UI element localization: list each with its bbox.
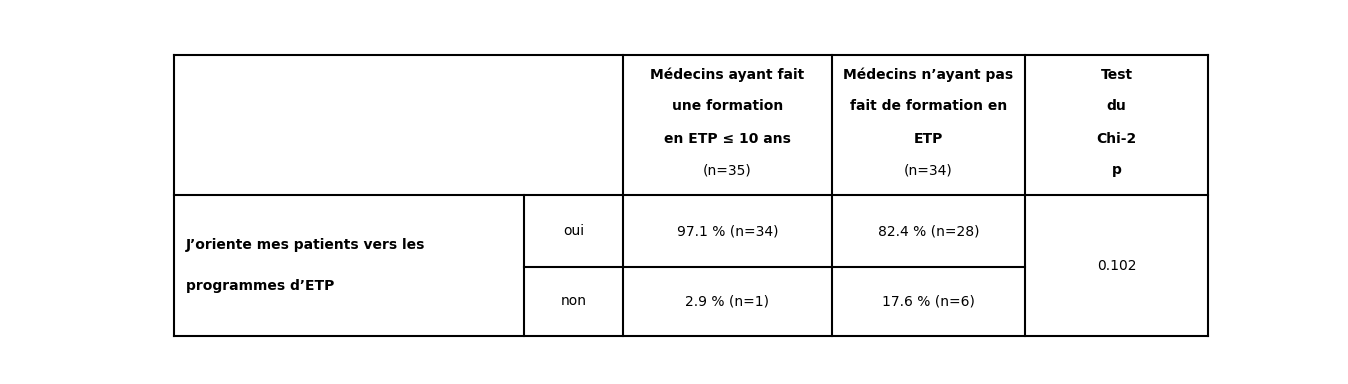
Text: oui: oui bbox=[562, 224, 584, 238]
Text: Médecins n’ayant pas: Médecins n’ayant pas bbox=[844, 67, 1014, 82]
Text: 2.9 % (n=1): 2.9 % (n=1) bbox=[685, 295, 770, 308]
Text: en ETP ≤ 10 ans: en ETP ≤ 10 ans bbox=[665, 132, 791, 146]
Text: 17.6 % (n=6): 17.6 % (n=6) bbox=[882, 295, 975, 308]
Text: 97.1 % (n=34): 97.1 % (n=34) bbox=[677, 224, 778, 238]
Text: 0.102: 0.102 bbox=[1097, 258, 1136, 273]
Text: ETP: ETP bbox=[914, 132, 944, 146]
Text: programmes d’ETP: programmes d’ETP bbox=[186, 279, 334, 293]
Text: une formation: une formation bbox=[671, 99, 783, 113]
Text: Chi-2: Chi-2 bbox=[1096, 132, 1136, 146]
Text: Médecins ayant fait: Médecins ayant fait bbox=[650, 67, 805, 82]
Text: fait de formation en: fait de formation en bbox=[849, 99, 1007, 113]
Text: J’oriente mes patients vers les: J’oriente mes patients vers les bbox=[186, 238, 426, 252]
Text: 82.4 % (n=28): 82.4 % (n=28) bbox=[878, 224, 979, 238]
Text: Test: Test bbox=[1100, 68, 1132, 82]
Text: (n=35): (n=35) bbox=[704, 163, 752, 177]
Text: (n=34): (n=34) bbox=[905, 163, 953, 177]
Text: non: non bbox=[561, 295, 586, 308]
Text: du: du bbox=[1107, 99, 1127, 113]
Text: p: p bbox=[1112, 163, 1122, 177]
